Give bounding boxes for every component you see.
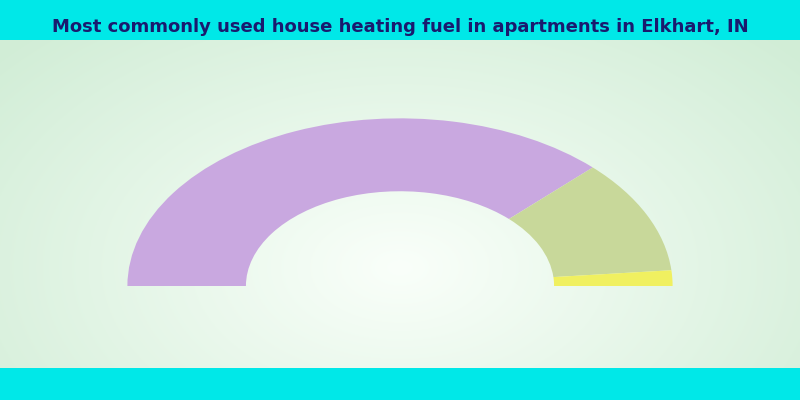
Text: Most commonly used house heating fuel in apartments in Elkhart, IN: Most commonly used house heating fuel in…	[52, 18, 748, 36]
Wedge shape	[509, 168, 671, 277]
Wedge shape	[554, 270, 673, 286]
Wedge shape	[127, 118, 593, 286]
